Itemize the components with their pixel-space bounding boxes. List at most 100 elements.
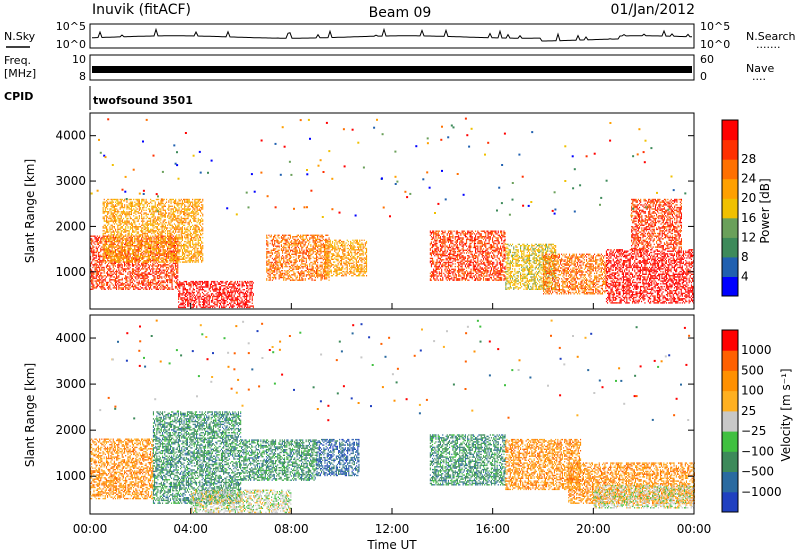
- power-cell-1368: [163, 265, 164, 266]
- power-cell-3417: [180, 203, 181, 204]
- power-cell-4409: [223, 299, 224, 300]
- power-cell-3145: [168, 230, 169, 231]
- power-cell-3544: [185, 234, 186, 235]
- power-cell-3348: [177, 238, 178, 239]
- power-cell-2525: [139, 215, 140, 216]
- power-cell-2040: [117, 244, 118, 245]
- power-cell-351: [108, 287, 109, 288]
- power-cell-568: [119, 264, 120, 265]
- power-cell-3123: [167, 246, 168, 247]
- power-cell-2353: [131, 214, 132, 215]
- power-cell-4175: [200, 288, 201, 289]
- power-cell-4107: [193, 303, 194, 304]
- power-cell-2698: [147, 204, 148, 205]
- power-cell-3855: [198, 212, 199, 213]
- power-cell-3293: [175, 246, 176, 247]
- power-cell-2634: [145, 251, 146, 252]
- power-cell-136: [96, 238, 97, 239]
- power-cell-3047: [163, 207, 164, 208]
- power-cell-1910: [112, 227, 113, 228]
- power-cell-2935: [158, 229, 159, 230]
- power-cell-3155: [168, 207, 169, 208]
- power-cell-4231: [205, 285, 206, 286]
- power-cell-2800: [152, 246, 153, 247]
- power-cell-4227: [205, 297, 206, 298]
- power-cell-3980: [179, 282, 180, 283]
- power-cell-4525: [235, 292, 236, 293]
- power-cell-1153: [151, 274, 152, 275]
- power-cell-4060: [187, 289, 188, 290]
- power-cell-2294: [129, 242, 130, 243]
- power-cell-748: [130, 285, 131, 286]
- power-cell-4899: [279, 267, 280, 268]
- power-cell-1097: [148, 264, 149, 265]
- power-cell-1794: [107, 260, 108, 261]
- power-cell-2988: [160, 214, 161, 215]
- power-cell-4226: [205, 300, 206, 301]
- power-cell-736: [129, 261, 130, 262]
- power-cell-1309: [159, 256, 160, 257]
- power-cell-880: [136, 259, 137, 260]
- power-cell-4563: [239, 307, 240, 308]
- power-cell-1719: [104, 256, 105, 257]
- power-cell-2580: [141, 202, 142, 203]
- power-cell-1055: [146, 253, 147, 254]
- power-cell-2610: [143, 245, 144, 246]
- power-cell-916: [138, 246, 139, 247]
- power-cell-4687: [252, 297, 253, 298]
- power-cell-200: [99, 256, 100, 257]
- power-cell-4606: [244, 304, 245, 305]
- power-cell-4213: [204, 303, 205, 304]
- power-cell-43: [91, 236, 92, 237]
- power-cell-3457: [182, 245, 183, 246]
- power-cell-2367: [132, 257, 133, 258]
- power-cell-2077: [118, 222, 119, 223]
- power-cell-331: [107, 283, 108, 284]
- power-cell-1570: [173, 268, 174, 269]
- power-cell-4639: [246, 284, 247, 285]
- power-cell-2149: [122, 242, 123, 243]
- power-cell-4570: [239, 293, 240, 294]
- power-cell-4165: [199, 286, 200, 287]
- power-cell-3640: [190, 261, 191, 262]
- power-cell-4119: [194, 304, 195, 305]
- power-cell-4445: [227, 288, 228, 289]
- power-cell-2300: [129, 223, 130, 224]
- power-cell-4405: [223, 304, 224, 305]
- power-cell-210: [100, 282, 101, 283]
- power-cell-2094: [120, 236, 121, 237]
- power-cell-2751: [150, 245, 151, 246]
- power-cell-2409: [133, 199, 134, 200]
- power-cell-689: [126, 263, 127, 264]
- power-cell-2437: [135, 260, 136, 261]
- power-cell-1587: [173, 236, 174, 237]
- power-cell-1537: [172, 287, 173, 288]
- power-cell-2080: [118, 218, 119, 219]
- power-cell-4023: [184, 289, 185, 290]
- power-cell-3122: [167, 252, 168, 253]
- power-cell-3561: [186, 255, 187, 256]
- power-cell-990: [142, 264, 143, 265]
- power-cell-3772: [194, 200, 195, 201]
- power-cell-3664: [190, 208, 191, 209]
- power-cell-3312: [175, 202, 176, 203]
- power-cell-3184: [171, 260, 172, 261]
- power-cell-1954: [114, 257, 115, 258]
- power-cell-354: [108, 275, 109, 276]
- power-cell-1687: [177, 245, 178, 246]
- power-cell-486: [115, 255, 116, 256]
- power-cell-817: [133, 275, 134, 276]
- power-cell-1861: [109, 208, 110, 209]
- power-cell-1169: [152, 271, 153, 272]
- power-cell-2540: [140, 251, 141, 252]
- power-cell-232: [101, 285, 102, 286]
- power-cell-4922: [280, 263, 281, 264]
- power-cell-1001: [142, 236, 143, 237]
- power-cell-245: [101, 261, 102, 262]
- power-cell-1434: [166, 267, 167, 268]
- power-cell-204: [99, 242, 100, 243]
- power-cell-4114: [193, 285, 194, 286]
- power-cell-2469: [137, 231, 138, 232]
- power-cell-1358: [161, 237, 162, 238]
- power-cell-1300: [159, 278, 160, 279]
